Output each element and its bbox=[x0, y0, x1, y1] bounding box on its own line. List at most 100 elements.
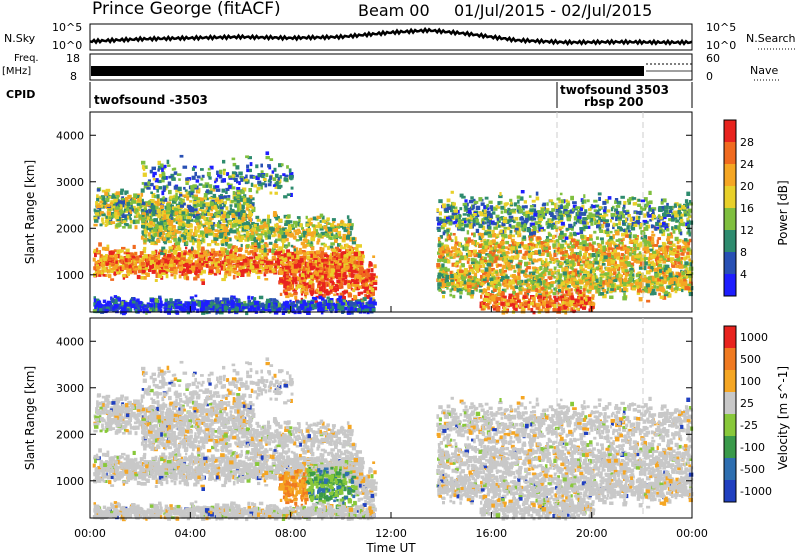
power-cell bbox=[194, 238, 197, 241]
power-cell bbox=[197, 263, 202, 268]
power-cell bbox=[620, 253, 624, 257]
power-cell bbox=[122, 276, 125, 280]
power-cell bbox=[227, 211, 232, 215]
power-cell bbox=[261, 303, 265, 308]
power-cell bbox=[201, 223, 206, 227]
power-cell bbox=[211, 302, 215, 306]
power-cell bbox=[160, 198, 164, 202]
power-cell bbox=[187, 213, 192, 218]
power-cell bbox=[113, 259, 117, 263]
power-cell bbox=[320, 258, 325, 263]
power-cell bbox=[357, 244, 362, 248]
power-cell bbox=[123, 302, 128, 307]
power-cell bbox=[225, 249, 229, 253]
power-cell bbox=[223, 232, 227, 237]
power-cell bbox=[210, 251, 214, 256]
power-cell bbox=[231, 223, 235, 228]
freq-label-1: Freq. bbox=[14, 53, 39, 64]
power-cell bbox=[166, 206, 172, 211]
power-cell bbox=[129, 220, 134, 224]
power-cell bbox=[304, 302, 308, 307]
freq-tick-bottom: 8 bbox=[70, 70, 77, 83]
power-cell bbox=[238, 256, 243, 260]
power-cell bbox=[182, 194, 187, 198]
power-cell bbox=[118, 211, 123, 216]
power-cell bbox=[146, 216, 151, 221]
power-cell bbox=[191, 246, 194, 251]
power-cell bbox=[330, 242, 335, 246]
power-cell bbox=[219, 235, 224, 239]
power-cell bbox=[324, 228, 328, 233]
power-cell bbox=[334, 251, 339, 255]
power-cell bbox=[199, 201, 204, 204]
power-cell bbox=[289, 283, 293, 288]
power-cell bbox=[330, 276, 333, 280]
power-cell bbox=[96, 214, 102, 217]
power-cell bbox=[307, 242, 310, 247]
power-cell bbox=[600, 240, 605, 245]
power-cell bbox=[194, 260, 198, 264]
power-cell bbox=[162, 237, 167, 242]
power-cell bbox=[180, 306, 185, 312]
power-cell bbox=[328, 268, 332, 274]
power-cell bbox=[126, 269, 131, 273]
power-cell bbox=[149, 260, 153, 264]
power-cell bbox=[326, 217, 330, 221]
power-cell bbox=[148, 240, 152, 243]
power-cell bbox=[280, 260, 283, 265]
power-cell bbox=[242, 259, 248, 263]
power-cell bbox=[248, 302, 253, 307]
power-cell bbox=[148, 209, 153, 214]
power-cell bbox=[350, 306, 354, 311]
power-cell bbox=[115, 206, 120, 210]
power-cell bbox=[340, 251, 344, 255]
power-cell bbox=[102, 299, 107, 304]
power-cell bbox=[220, 247, 225, 252]
power-cell bbox=[97, 260, 101, 264]
power-cell bbox=[262, 232, 265, 236]
power-cell bbox=[225, 241, 229, 245]
power-cell bbox=[305, 285, 308, 289]
power-cell bbox=[260, 244, 265, 249]
power-cell bbox=[160, 251, 165, 256]
power-cell bbox=[321, 219, 327, 223]
power-cell bbox=[338, 284, 342, 289]
power-cell bbox=[339, 279, 345, 283]
power-cell bbox=[156, 260, 161, 265]
power-cell bbox=[355, 244, 359, 249]
power-cell bbox=[339, 270, 344, 275]
power-cell bbox=[305, 287, 308, 292]
power-cell bbox=[369, 273, 374, 278]
power-cell bbox=[135, 219, 140, 224]
power-cell bbox=[326, 296, 330, 300]
power-cell bbox=[360, 270, 364, 275]
freq-tick-top: 18 bbox=[66, 52, 80, 65]
power-cell bbox=[255, 226, 260, 231]
power-cell bbox=[253, 253, 258, 257]
power-cell bbox=[263, 221, 267, 226]
power-cell bbox=[144, 222, 147, 226]
power-cell bbox=[264, 304, 268, 310]
power-cell bbox=[163, 258, 168, 263]
power-cell bbox=[310, 237, 315, 242]
power-cell bbox=[177, 259, 183, 263]
power-cell bbox=[225, 256, 230, 260]
power-cell bbox=[134, 266, 137, 270]
power-cell bbox=[283, 272, 286, 277]
power-cell bbox=[321, 215, 325, 220]
power-cell bbox=[240, 243, 243, 248]
power-cell bbox=[251, 242, 255, 246]
power-cell bbox=[102, 197, 105, 201]
power-cell bbox=[241, 254, 246, 258]
power-cell bbox=[240, 221, 244, 226]
power-cell bbox=[302, 255, 307, 260]
power-cell bbox=[249, 205, 253, 208]
power-cell bbox=[143, 276, 147, 280]
power-cell bbox=[305, 215, 308, 220]
power-cell bbox=[334, 272, 338, 275]
power-cell bbox=[120, 249, 124, 253]
power-cell bbox=[340, 262, 344, 267]
power-cell bbox=[252, 260, 257, 263]
power-cell bbox=[211, 188, 216, 192]
power-cell bbox=[214, 262, 218, 267]
